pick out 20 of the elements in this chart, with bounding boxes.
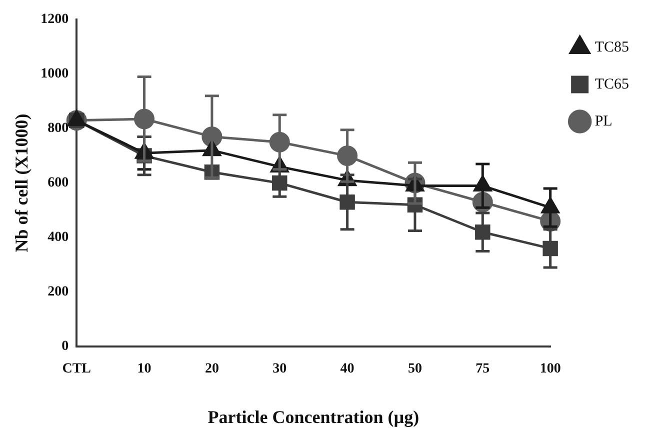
y-axis-title: Nb of cell (X1000) xyxy=(11,114,32,252)
y-tick-label: 1000 xyxy=(40,66,69,82)
legend-label: TC65 xyxy=(594,76,630,92)
x-tick-label: 40 xyxy=(340,362,354,377)
x-tick-label: 10 xyxy=(137,362,152,377)
y-tick-label: 1200 xyxy=(40,12,69,28)
x-tick-label: 30 xyxy=(272,362,287,377)
x-axis-title: Particle Concentration (µg) xyxy=(208,406,420,427)
x-tick-label: 75 xyxy=(476,362,490,377)
y-tick-label: 400 xyxy=(48,230,69,246)
legend-label: TC85 xyxy=(594,39,630,56)
x-tick-label: 100 xyxy=(540,362,561,377)
legend-label: PL xyxy=(594,113,612,130)
y-tick-label: 0 xyxy=(62,339,69,354)
y-tick-label: 200 xyxy=(48,284,69,300)
y-tick-label: 800 xyxy=(48,121,69,136)
x-tick-label: CTL xyxy=(62,362,91,377)
x-tick-label: 20 xyxy=(204,362,219,377)
y-tick-label: 600 xyxy=(48,176,69,191)
x-tick-label: 50 xyxy=(408,362,422,377)
